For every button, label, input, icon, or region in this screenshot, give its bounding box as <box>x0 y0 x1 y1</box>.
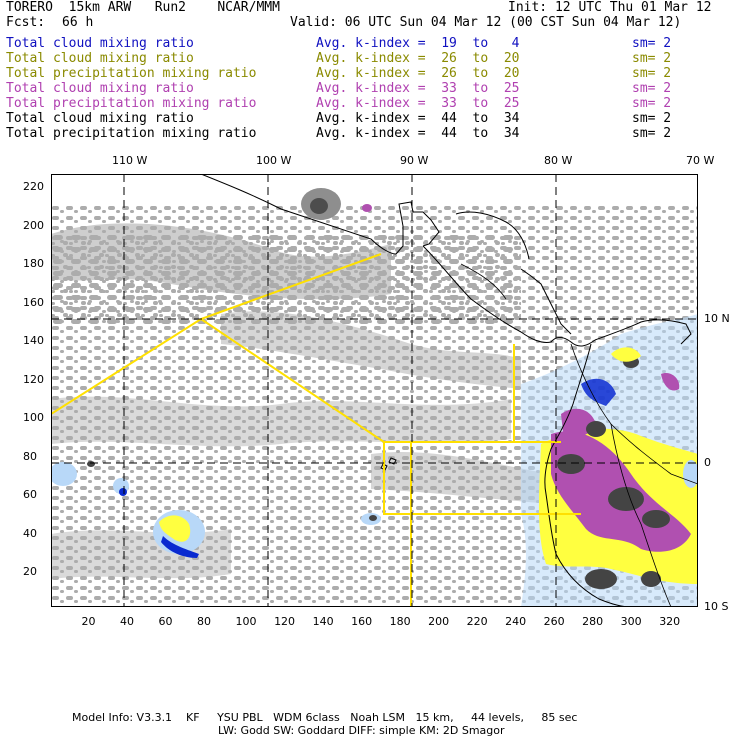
gridpoint-x-tick: 20 <box>81 615 96 628</box>
gridpoint-x-tick: 220 <box>466 615 488 628</box>
legend-smoothing: sm= 2 <box>632 126 672 141</box>
gridpoint-x-tick: 160 <box>351 615 373 628</box>
gridpoint-y-tick: 220 <box>23 180 44 194</box>
legend-field-name: Total cloud mixing ratio <box>6 81 194 96</box>
legend-field-name: Total cloud mixing ratio <box>6 36 194 51</box>
legend-kindex-range: Avg. k-index = 26 to 20 <box>316 51 520 66</box>
legend-field-name: Total precipitation mixing ratio <box>6 126 257 141</box>
gridpoint-x-tick: 80 <box>197 615 212 628</box>
gridpoint-y-tick: 200 <box>23 218 44 232</box>
legend-smoothing: sm= 2 <box>632 51 672 66</box>
gridpoint-x-tick: 300 <box>620 615 642 628</box>
forecast-hour: 66 h <box>62 15 94 30</box>
init-time: Init: 12 UTC Thu 01 Mar 12 <box>508 0 712 15</box>
gridpoint-x-tick: 320 <box>659 615 681 628</box>
gridpoint-x-tick: 140 <box>312 615 334 628</box>
gridpoint-y-tick: 20 <box>23 565 37 579</box>
longitude-tick: 90 W <box>400 154 429 167</box>
coastlines <box>200 174 692 607</box>
legend-smoothing: sm= 2 <box>632 36 672 51</box>
gridpoint-x-tick: 240 <box>505 615 527 628</box>
gridpoint-x-tick: 40 <box>120 615 135 628</box>
legend-field-name: Total precipitation mixing ratio <box>6 66 257 81</box>
legend-smoothing: sm= 2 <box>632 111 672 126</box>
andean-convection <box>521 314 698 607</box>
gridpoint-x-tick: 60 <box>158 615 173 628</box>
valid-time: Valid: 06 UTC Sun 04 Mar 12 (00 CST Sun … <box>290 15 682 30</box>
gridpoint-x-tick: 260 <box>543 615 565 628</box>
longitude-tick: 100 W <box>256 154 292 167</box>
legend-kindex-range: Avg. k-index = 26 to 20 <box>316 66 520 81</box>
gridpoint-x-tick: 120 <box>274 615 296 628</box>
gridpoint-y-tick: 160 <box>23 295 44 309</box>
legend-field-name: Total cloud mixing ratio <box>6 111 194 126</box>
graticule <box>51 174 698 607</box>
longitude-tick: 70 W <box>686 154 715 167</box>
pacific-storm-cells <box>51 204 381 558</box>
country-borders <box>460 263 698 607</box>
legend-field-name: Total cloud mixing ratio <box>6 51 194 66</box>
latitude-tick: 10 S <box>704 600 729 613</box>
gridpoint-y-tick: 180 <box>23 257 44 271</box>
gridpoint-y-tick: 80 <box>23 449 37 463</box>
gridpoint-x-tick: 280 <box>582 615 604 628</box>
legend-kindex-range: Avg. k-index = 33 to 25 <box>316 81 520 96</box>
map-canvas <box>51 174 698 607</box>
gridpoint-y-tick: 60 <box>23 488 37 502</box>
gridpoint-x-tick: 200 <box>428 615 450 628</box>
gridpoint-y-tick: 140 <box>23 334 44 348</box>
legend-kindex-range: Avg. k-index = 33 to 25 <box>316 96 520 111</box>
latitude-tick: 10 N <box>704 312 730 325</box>
model-title: TORERO 15km ARW Run2 NCAR/MMM <box>6 0 280 15</box>
legend-smoothing: sm= 2 <box>632 81 672 96</box>
gridpoint-y-tick: 100 <box>23 411 44 425</box>
model-info: Model Info: V3.3.1 KF YSU PBL WDM 6class… <box>72 711 578 724</box>
forecast-label: Fcst: <box>6 15 46 30</box>
gridpoint-y-tick: 40 <box>23 526 37 540</box>
longitude-tick: 110 W <box>112 154 148 167</box>
model-physics: LW: Godd SW: Goddard DIFF: simple KM: 2D… <box>218 724 505 737</box>
legend-kindex-range: Avg. k-index = 19 to 4 <box>316 36 520 51</box>
map-frame <box>51 174 698 607</box>
legend-field-name: Total precipitation mixing ratio <box>6 96 257 111</box>
legend-smoothing: sm= 2 <box>632 66 672 81</box>
legend-kindex-range: Avg. k-index = 44 to 34 <box>316 111 520 126</box>
latitude-tick: 0 <box>704 456 711 469</box>
gridpoint-x-tick: 100 <box>235 615 257 628</box>
weather-map <box>51 174 698 607</box>
legend-kindex-range: Avg. k-index = 44 to 34 <box>316 126 520 141</box>
gridpoint-x-tick: 180 <box>389 615 411 628</box>
legend-smoothing: sm= 2 <box>632 96 672 111</box>
longitude-tick: 80 W <box>544 154 573 167</box>
gridpoint-y-tick: 120 <box>23 372 44 386</box>
